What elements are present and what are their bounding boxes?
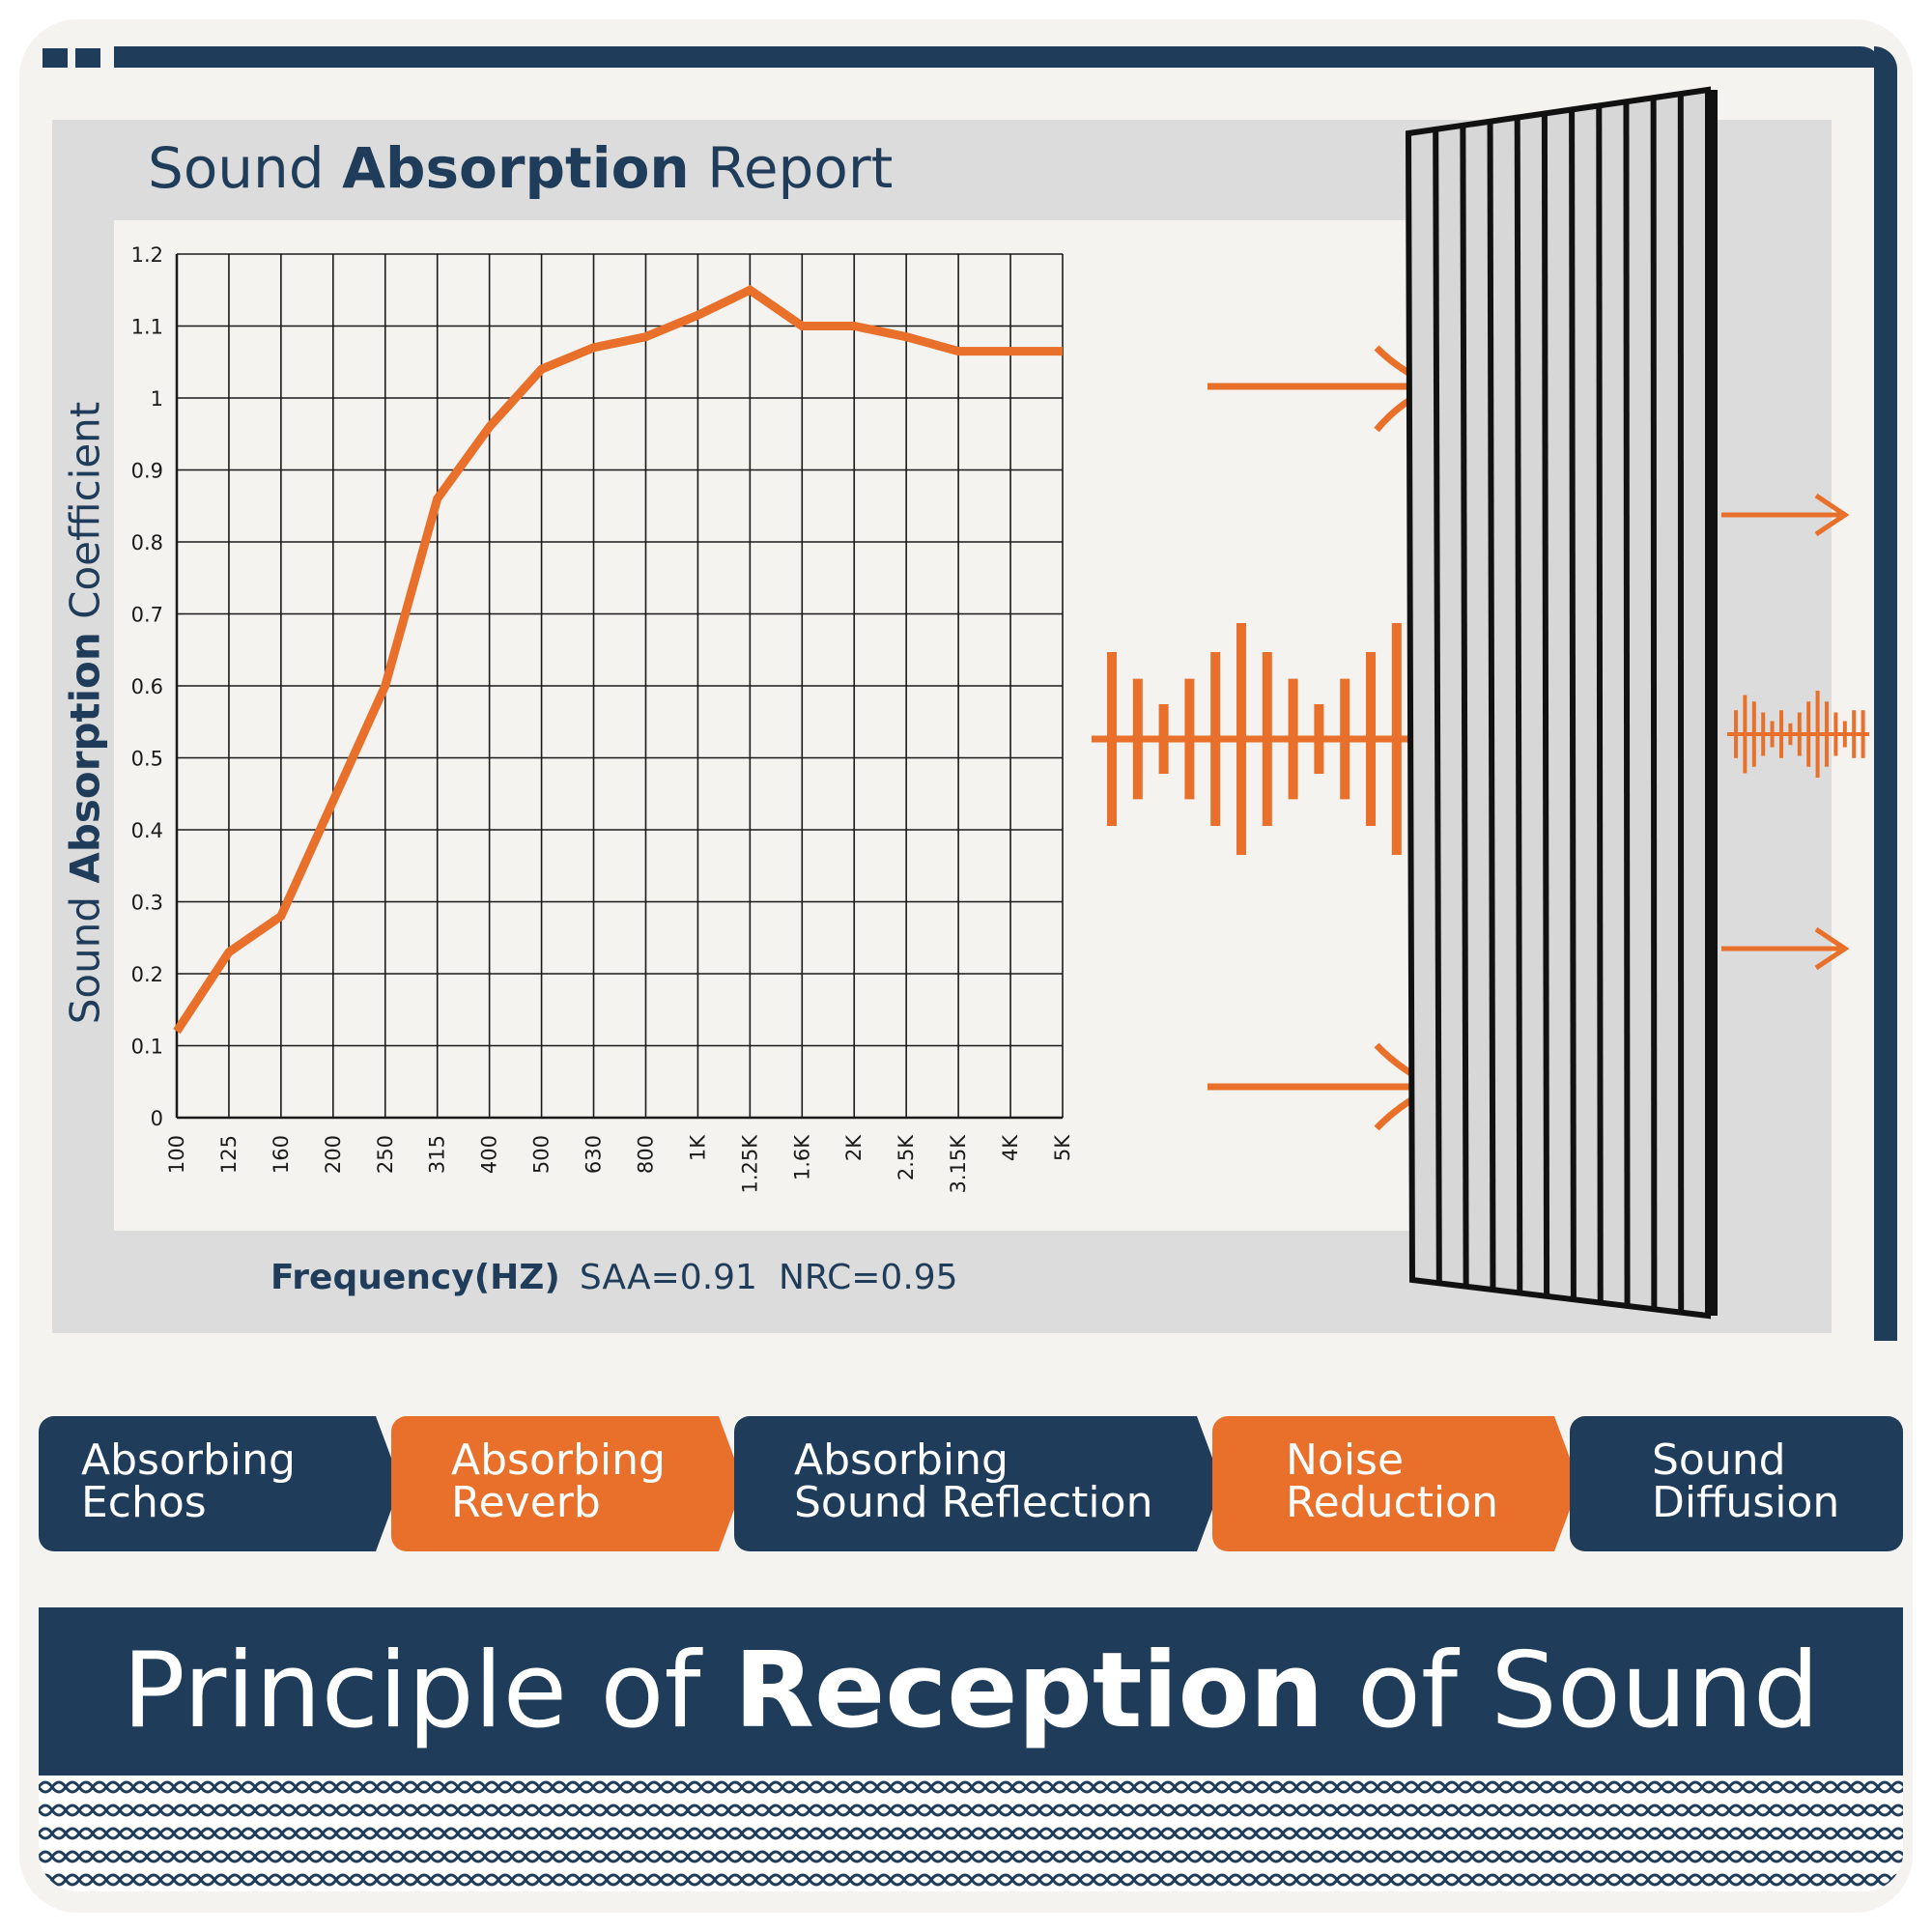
banner-title: Principle of Reception of Sound — [122, 1631, 1820, 1751]
frequency-footer: Frequency(HZ) SAA=0.91 NRC=0.95 — [270, 1258, 958, 1297]
feature-chevron: Absorbing Reverb — [391, 1416, 744, 1551]
decorative-wave-pattern — [39, 1776, 1903, 1891]
frame-dot — [75, 48, 100, 68]
feature-label-line1: Noise — [1286, 1435, 1405, 1485]
feature-label-line2: Sound Reflection — [794, 1478, 1153, 1527]
feature-label-line1: Absorbing — [794, 1435, 1009, 1485]
feature-chevron: Sound Diffusion — [1570, 1416, 1903, 1551]
feature-label-line2: Reduction — [1286, 1478, 1498, 1527]
feature-chevron: Noise Reduction — [1212, 1416, 1579, 1551]
feature-chevron: Absorbing Sound Reflection — [734, 1416, 1222, 1551]
feature-label-line2: Diffusion — [1652, 1478, 1840, 1527]
nrc-value: NRC=0.95 — [778, 1258, 958, 1297]
feature-label-line1: Absorbing — [451, 1435, 666, 1485]
feature-label-line1: Sound — [1652, 1435, 1786, 1485]
plot-area — [114, 220, 1420, 1231]
feature-label-line2: Echos — [81, 1478, 207, 1527]
x-axis-label: Frequency(HZ) — [270, 1258, 560, 1297]
frame-dot — [43, 48, 68, 68]
saa-value: SAA=0.91 — [579, 1258, 757, 1297]
y-axis-label: Sound Absorption Coefficient — [61, 401, 109, 1025]
wave-pattern-graphic — [39, 1776, 1903, 1891]
feature-label-line2: Reverb — [451, 1478, 601, 1527]
feature-chevron: Absorbing Echos — [39, 1416, 401, 1551]
frame-top-bar — [114, 46, 1882, 68]
feature-label-line1: Absorbing — [81, 1435, 296, 1485]
report-title: Sound Absorption Report — [148, 135, 894, 201]
frame-right-bar — [1874, 46, 1897, 1341]
title-banner: Principle of Reception of Sound — [39, 1607, 1903, 1776]
